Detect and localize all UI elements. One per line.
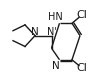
Text: N: N [52, 61, 59, 71]
Text: N: N [31, 27, 39, 37]
Text: Cl: Cl [77, 63, 87, 73]
Text: HN: HN [48, 12, 63, 22]
Text: N': N' [47, 27, 56, 37]
Text: Cl: Cl [77, 10, 87, 20]
